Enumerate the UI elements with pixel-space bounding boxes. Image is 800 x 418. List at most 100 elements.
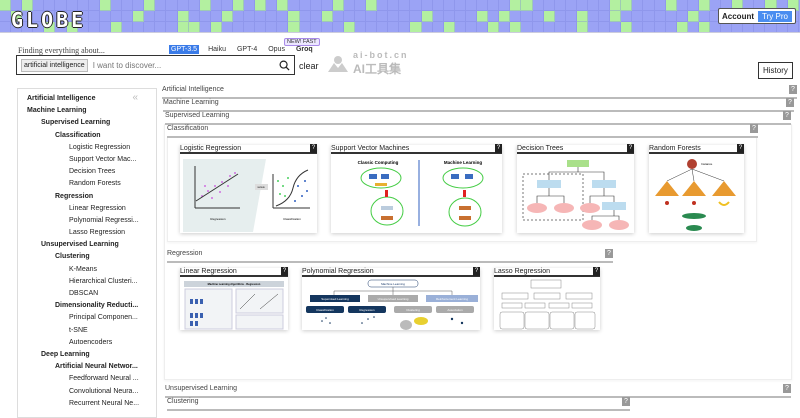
sidebar-item[interactable]: Recurrent Neural Ne... [69, 399, 140, 407]
clear-button[interactable]: clear [299, 61, 319, 71]
polynomial-regression-image: Machine Learning Supervised Learning Uns… [302, 279, 480, 330]
sidebar-item[interactable]: K-Means [69, 265, 98, 273]
card-decision-trees[interactable]: Decision Trees? [517, 144, 634, 233]
banner-pixel [666, 22, 677, 32]
card-support-vector-machines[interactable]: Support Vector Machines? Classic Computi… [331, 144, 502, 233]
model-gpt4[interactable]: GPT-4 [236, 46, 258, 53]
collapse-sidebar-icon[interactable]: « [132, 92, 138, 103]
model-groq[interactable]: Groq [295, 46, 313, 53]
banner-pixel [410, 0, 422, 11]
banner-pixel [621, 22, 633, 32]
section-classification[interactable]: Classification? [167, 124, 758, 138]
help-icon[interactable]: ? [783, 111, 791, 120]
sidebar-item[interactable]: Convolutional Neura... [69, 387, 139, 395]
account-button[interactable]: Account [722, 11, 754, 21]
banner-pixel [621, 0, 633, 11]
section-machine-learning[interactable]: Machine Learning? [163, 98, 794, 112]
sidebar-item[interactable]: Feedforward Neural ... [69, 375, 139, 383]
sidebar-item[interactable]: Unsupervised Learning [41, 241, 119, 249]
section-regression[interactable]: Regression? [167, 249, 613, 263]
banner-pixel [599, 22, 611, 32]
help-icon[interactable]: ? [281, 267, 288, 276]
section-clustering[interactable]: Clustering? [167, 397, 630, 411]
card-logistic-regression[interactable]: Logistic Regression? Regression versus C… [180, 144, 317, 233]
banner-pixel [366, 22, 378, 32]
banner-pixel [488, 22, 500, 32]
section-artificial-intelligence[interactable]: Artificial Intelligence? [162, 85, 797, 99]
sidebar-item[interactable]: Artificial Neural Networ... [55, 363, 138, 371]
help-icon[interactable]: ? [622, 397, 630, 406]
help-icon[interactable]: ? [605, 249, 613, 258]
search-icon[interactable] [279, 60, 290, 71]
card-random-forests[interactable]: Random Forests? Instance [649, 144, 744, 233]
globe-logo[interactable]: GLOBE [11, 8, 87, 32]
card-polynomial-regression[interactable]: Polynomial Regression? Machine Learning … [302, 267, 480, 330]
watermark: ai-bot.cn AI工具集 [327, 50, 409, 77]
banner-pixel [133, 11, 145, 22]
sidebar-item[interactable]: Logistic Regression [69, 143, 131, 151]
card-linear-regression[interactable]: Linear Regression? Machine Learning Algo… [180, 267, 288, 330]
banner-pixel [78, 22, 89, 32]
help-icon[interactable]: ? [789, 85, 797, 94]
sidebar-item[interactable]: Linear Regression [69, 204, 126, 212]
banner-pixel [643, 22, 655, 32]
help-icon[interactable]: ? [310, 144, 317, 153]
banner-pixel [299, 0, 311, 11]
sidebar-item[interactable]: Deep Learning [41, 350, 90, 358]
banner-pixel [654, 0, 666, 11]
sidebar-item[interactable]: Supervised Learning [41, 119, 111, 127]
help-icon[interactable]: ? [593, 267, 600, 276]
section-supervised-learning[interactable]: Supervised Learning? [165, 111, 791, 125]
sidebar-item[interactable]: t-SNE [69, 326, 88, 334]
banner-pixel [533, 22, 544, 32]
sidebar-item[interactable]: Machine Learning [27, 107, 87, 115]
sidebar-item[interactable]: Artificial Intelligence [27, 95, 96, 102]
banner-pixel [277, 11, 289, 22]
history-button[interactable]: History [758, 62, 793, 79]
help-icon[interactable]: ? [627, 144, 634, 153]
model-opus[interactable]: Opus [268, 46, 285, 53]
sidebar-item[interactable]: Classification [55, 131, 101, 139]
search-input[interactable] [92, 60, 274, 70]
banner-pixel [710, 0, 722, 11]
pixel-pattern [0, 0, 799, 32]
img-label: versus [257, 186, 265, 189]
banner-pixel [232, 11, 245, 22]
banner-pixel [410, 22, 422, 32]
model-haiku[interactable]: Haiku [208, 46, 226, 53]
banner-pixel [200, 22, 211, 32]
sidebar-item[interactable]: Decision Trees [69, 168, 116, 176]
banner-pixel [499, 11, 511, 22]
banner-pixel [621, 11, 633, 22]
help-icon[interactable]: ? [473, 267, 480, 276]
sidebar-item[interactable]: DBSCAN [69, 290, 99, 297]
card-lasso-regression[interactable]: Lasso Regression? [494, 267, 600, 330]
help-icon[interactable]: ? [737, 144, 744, 153]
sidebar-item[interactable]: Principal Componen... [69, 314, 138, 322]
card-title: Linear Regression [180, 268, 237, 275]
banner-pixel [266, 0, 278, 11]
sidebar-item[interactable]: Random Forests [69, 180, 121, 188]
help-icon[interactable]: ? [783, 384, 791, 393]
sidebar-item[interactable]: Dimensionality Reducti... [55, 302, 139, 310]
help-icon[interactable]: ? [786, 98, 794, 107]
help-icon[interactable]: ? [495, 144, 502, 153]
banner-pixel [543, 0, 555, 11]
sidebar-item[interactable]: Support Vector Mac... [69, 155, 137, 163]
sidebar-item[interactable]: Regression [55, 192, 94, 200]
banner-pixel [355, 22, 367, 32]
sidebar-item[interactable]: Clustering [55, 253, 90, 261]
sidebar-item[interactable]: Hierarchical Clusteri... [69, 277, 138, 285]
topic-chip[interactable]: artificial intelligence [21, 58, 88, 72]
model-gpt35[interactable]: GPT-3.5 [169, 45, 200, 54]
sidebar-item[interactable]: Lasso Regression [69, 229, 126, 237]
banner-pixel [244, 11, 256, 22]
banner-pixel [188, 0, 200, 11]
help-icon[interactable]: ? [750, 124, 758, 133]
sidebar-item[interactable]: Autoencoders [69, 338, 113, 346]
try-pro-button[interactable]: Try Pro [758, 10, 792, 22]
section-unsupervised-learning[interactable]: Unsupervised Learning? [165, 384, 791, 398]
svm-image: Classic Computing Machine Learning [331, 156, 502, 233]
banner-pixel [177, 0, 189, 11]
sidebar-item[interactable]: Polynomial Regressi... [69, 216, 139, 224]
